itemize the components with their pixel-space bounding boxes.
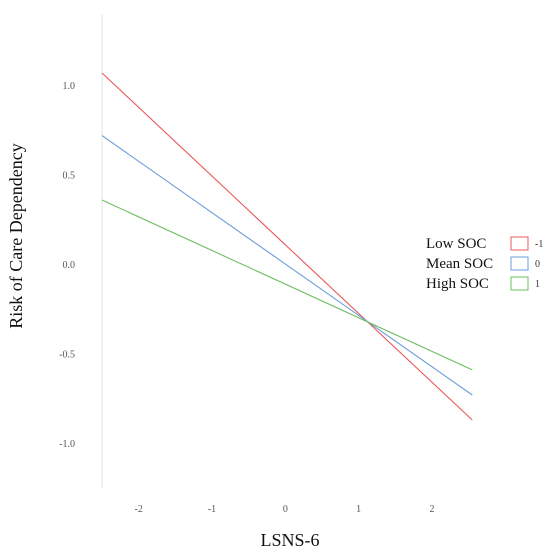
legend-label: Mean SOC	[426, 256, 493, 272]
x-tick-label: 1	[356, 504, 361, 515]
x-tick-label: -2	[134, 504, 142, 515]
y-tick-label: 0.5	[63, 170, 76, 181]
y-axis-title: Risk of Care Dependency	[6, 143, 26, 328]
legend-label: Low SOC	[426, 236, 486, 252]
y-tick-labels: -1.0 -0.5 0.0 0.5 1.0	[59, 81, 75, 450]
y-tick-label: 0.0	[63, 260, 76, 271]
y-tick-label: -0.5	[59, 349, 75, 360]
x-tick-label: 2	[430, 504, 435, 515]
y-tick-label: -1.0	[59, 439, 75, 450]
legend-swatch	[510, 256, 529, 271]
series-lines	[101, 72, 473, 421]
legend-swatch	[510, 236, 529, 251]
legend-value-label: 1	[535, 279, 540, 290]
legend-swatch	[510, 276, 529, 291]
x-tick-labels: -2 -1 0 1 2	[134, 504, 434, 515]
series-line	[101, 199, 473, 371]
x-tick-label: -1	[208, 504, 216, 515]
x-tick-label: 0	[283, 504, 288, 515]
legend-value-label: 0	[535, 259, 540, 270]
y-tick-label: 1.0	[63, 81, 76, 92]
x-axis-title: LSNS-6	[260, 530, 319, 550]
legend-value-label: -1	[535, 239, 543, 250]
series-line	[101, 72, 473, 421]
series-line	[101, 135, 473, 396]
legend-label: High SOC	[426, 276, 489, 292]
legend: Low SOC -1 Mean SOC 0 High SOC 1	[426, 236, 543, 292]
